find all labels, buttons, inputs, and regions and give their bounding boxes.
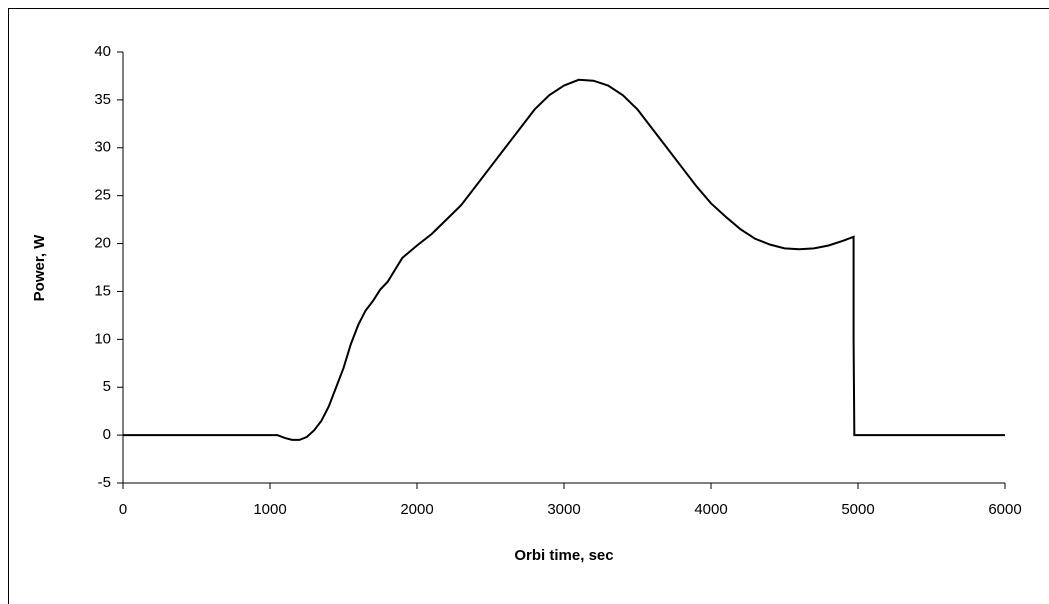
y-tick-label: 10 (94, 330, 111, 347)
y-tick-label: 20 (94, 235, 111, 252)
y-tick-label: 15 (94, 282, 111, 299)
x-axis-label: Orbi time, sec (514, 547, 613, 564)
y-tick-label: 25 (94, 187, 111, 204)
data-line (123, 78, 1005, 441)
x-tick-label: 6000 (988, 501, 1021, 518)
x-tick-label: 5000 (841, 501, 874, 518)
y-tick-label: 30 (94, 139, 111, 156)
x-tick-label: 0 (119, 501, 127, 518)
y-tick-label: 35 (94, 91, 111, 108)
x-tick-label: 2000 (400, 501, 433, 518)
x-tick-label: 1000 (253, 501, 286, 518)
chart-frame (8, 8, 1049, 604)
y-tick-label: 5 (103, 378, 111, 395)
y-axis-label: Power, W (31, 234, 48, 302)
y-tick-label: 40 (94, 43, 111, 60)
x-tick-label: 4000 (694, 501, 727, 518)
y-tick-label: -5 (98, 474, 111, 491)
x-tick-label: 3000 (547, 501, 580, 518)
y-tick-label: 0 (103, 426, 111, 443)
